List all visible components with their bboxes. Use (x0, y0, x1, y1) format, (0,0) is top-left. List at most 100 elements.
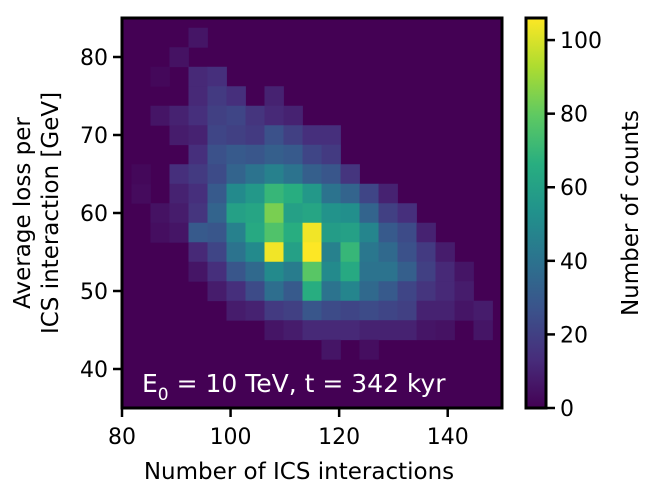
heatmap-cell (264, 203, 284, 224)
heatmap-cell (321, 300, 341, 321)
heatmap-cell (283, 144, 303, 165)
heatmap-cell (264, 183, 284, 204)
heatmap-cell (207, 125, 227, 146)
heatmap-cell (245, 222, 265, 243)
heatmap-cell (378, 242, 398, 263)
heatmap-cell (397, 242, 417, 263)
heatmap-cell (302, 222, 322, 243)
heatmap-cell (207, 66, 227, 87)
heatmap-cell (302, 125, 322, 146)
heatmap-cell (245, 183, 265, 204)
colorbar-label: Number of counts (618, 110, 644, 316)
annotation-label: E0 = 10 TeV, t = 342 kyr (142, 369, 446, 405)
heatmap-cell (283, 320, 303, 341)
heatmap-cell (226, 242, 246, 263)
heatmap-cell (302, 144, 322, 165)
heatmap-cell (207, 86, 227, 107)
heatmap-cell (131, 183, 151, 204)
heatmap-cell (264, 86, 284, 107)
heatmap-cell (435, 242, 455, 263)
heatmap-cell (378, 183, 398, 204)
colorbar (524, 16, 548, 410)
heatmap-cell (302, 261, 322, 282)
heatmap-cell (378, 203, 398, 224)
heatmap-cell (226, 125, 246, 146)
heatmap-cell (340, 203, 360, 224)
heatmap-cell (359, 261, 379, 282)
heatmap-cell (454, 281, 474, 302)
heatmap-cell (359, 320, 379, 341)
heatmap-cell (226, 164, 246, 185)
heatmap-cell (188, 203, 208, 224)
heatmap-cell (302, 164, 322, 185)
heatmap-cell (188, 66, 208, 87)
heatmap-cell (321, 164, 341, 185)
heatmap-cell (169, 105, 189, 126)
heatmap-cell (378, 281, 398, 302)
heatmap-cell (207, 144, 227, 165)
heatmap-cell (283, 125, 303, 146)
heatmap-cell (245, 105, 265, 126)
heatmap-cell (264, 261, 284, 282)
heatmap-cell (359, 203, 379, 224)
heatmap-cell (188, 86, 208, 107)
heatmap-cell (397, 320, 417, 341)
heatmap-cell (359, 183, 379, 204)
heatmap-cell (416, 222, 436, 243)
heatmap-cell (340, 261, 360, 282)
heatmap-cell (378, 261, 398, 282)
heatmap-cell (378, 222, 398, 243)
heatmap-cell (207, 281, 227, 302)
heatmap-cell (131, 164, 151, 185)
heatmap-cell (378, 300, 398, 321)
heatmap-cell (226, 86, 246, 107)
x-axis-label: Number of ICS interactions (144, 459, 454, 485)
heatmap-cell (283, 300, 303, 321)
heatmap-cell (226, 183, 246, 204)
heatmap-cell (340, 300, 360, 321)
heatmap-cell (340, 222, 360, 243)
heatmap-cell (416, 300, 436, 321)
heatmap-cell (359, 242, 379, 263)
heatmap-cell (340, 164, 360, 185)
heatmap-cell (283, 242, 303, 263)
heatmap-cell (359, 300, 379, 321)
y-axis-label-line2: ICS interaction [GeV] (38, 92, 64, 334)
heatmap-cell (188, 105, 208, 126)
heatmap-cell (226, 144, 246, 165)
heatmap-cell (378, 320, 398, 341)
heatmap-cell (188, 222, 208, 243)
heatmap-cell (435, 281, 455, 302)
heatmap-cell (226, 281, 246, 302)
heatmap-cell (302, 183, 322, 204)
heatmap-cell (226, 105, 246, 126)
heatmap-cell (245, 125, 265, 146)
heatmap-cell (321, 320, 341, 341)
heatmap-cell (283, 261, 303, 282)
heatmap-cell (188, 125, 208, 146)
heatmap-cell (416, 320, 436, 341)
heatmap-cell (340, 242, 360, 263)
heatmap-cell (321, 203, 341, 224)
heatmap-cell (416, 242, 436, 263)
heatmap-cell (454, 261, 474, 282)
heatmap-cell (283, 222, 303, 243)
heatmap-cell (207, 164, 227, 185)
heatmap-cell (321, 261, 341, 282)
y-tick-label: 40 (80, 358, 108, 383)
heatmap-cell (283, 105, 303, 126)
y-tick-label: 80 (80, 46, 108, 71)
heatmap-cell (321, 183, 341, 204)
heatmap-cell (245, 242, 265, 263)
heatmap-cell (226, 261, 246, 282)
heatmap-cell (454, 300, 474, 321)
heatmap-cell (321, 281, 341, 302)
heatmap-cell (207, 183, 227, 204)
colorbar-tick-label: 60 (560, 176, 588, 201)
heatmap-cell (435, 261, 455, 282)
heatmap-cell (245, 164, 265, 185)
heatmap-cell (188, 261, 208, 282)
heatmap-cell (226, 300, 246, 321)
heatmap-cell (264, 242, 284, 263)
heatmap-cell (245, 203, 265, 224)
